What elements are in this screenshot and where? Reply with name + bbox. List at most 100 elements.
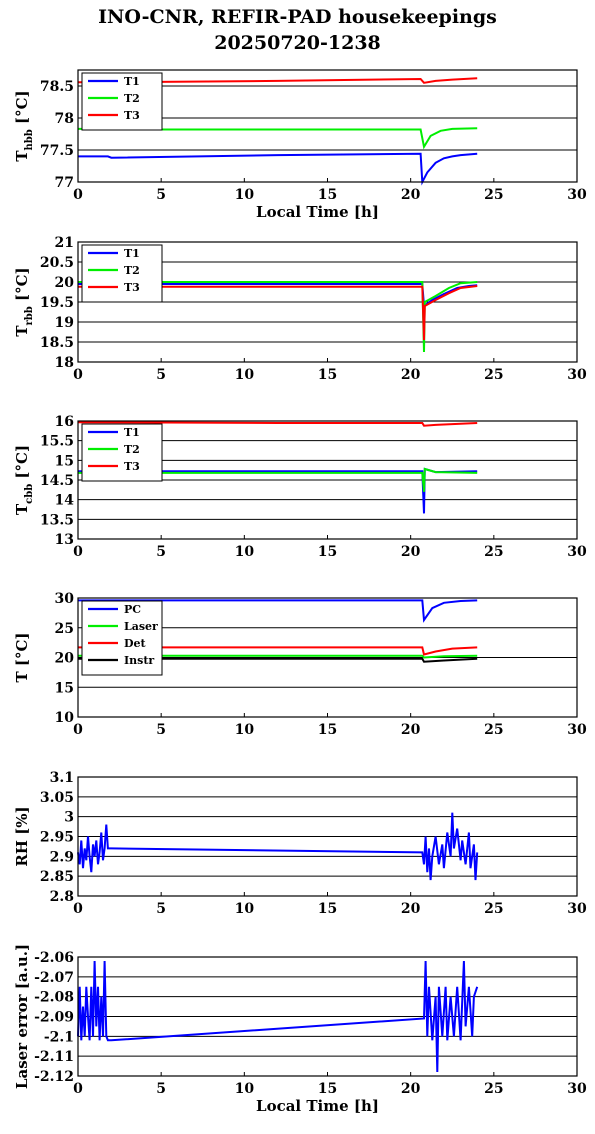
legend-label: T3 [124, 460, 140, 473]
x-tick-label: 20 [401, 544, 421, 560]
x-tick-label: 15 [318, 901, 337, 917]
y-tick-label: -2.12 [34, 1069, 74, 1085]
y-tick-label: 25 [55, 621, 74, 637]
x-tick-label: 20 [401, 187, 421, 203]
y-tick-label: -2.1 [44, 1029, 74, 1045]
legend-box [81, 72, 163, 131]
y-tick-label: 19.5 [40, 295, 74, 311]
x-tick-label: 5 [156, 722, 166, 738]
y-axis-label: T [°C] [13, 632, 31, 682]
series-laser [78, 654, 478, 659]
series-det [78, 646, 478, 656]
y-tick-label: 20 [55, 651, 75, 667]
x-tick-label: 0 [73, 544, 83, 560]
x-tick-label: 30 [567, 722, 587, 738]
series-t2 [78, 281, 478, 353]
legend-label: T3 [124, 281, 140, 294]
panel-4: 10 15 20 25 30 0 5 10 15 20 25 30 PC Laser Det Instr T [… [13, 591, 587, 738]
series-line-1 [77, 812, 479, 881]
x-tick-label: 10 [235, 367, 255, 383]
legend-label: Laser [124, 620, 158, 633]
y-tick-label: 2.9 [50, 849, 74, 865]
panel-6: -2.12 -2.11 -2.1 -2.09 -2.08 -2.07 -2.06 0 5 10 15… [13, 944, 587, 1115]
y-tick-label: 10 [55, 710, 75, 726]
legend-label: T1 [124, 75, 140, 88]
x-tick-label: 15 [318, 187, 337, 203]
y-tick-label: 77.5 [40, 143, 74, 159]
y-axis-label: Thbb [°C] [13, 90, 35, 161]
y-tick-label: 16 [55, 414, 74, 430]
legend-label: Det [124, 637, 147, 650]
x-tick-label: 25 [484, 722, 503, 738]
x-tick-label: 20 [401, 367, 421, 383]
plot-frame [77, 241, 578, 363]
series-t2 [78, 127, 478, 150]
series-t3 [77, 421, 478, 427]
y-tick-label: 14.5 [40, 473, 74, 489]
plot-frame [77, 597, 578, 718]
y-tick-label: 77 [55, 175, 74, 191]
x-tick-label: 25 [484, 901, 503, 917]
legend-label: T3 [124, 109, 140, 122]
legend-label: PC [124, 603, 141, 616]
plot-frame [77, 420, 578, 540]
x-axis-label: Local Time [h] [256, 1097, 379, 1115]
legend-label: T1 [124, 426, 140, 439]
x-tick-label: 15 [318, 544, 337, 560]
x-tick-label: 25 [484, 1081, 503, 1097]
y-tick-label: 15 [55, 680, 74, 696]
x-tick-label: 15 [318, 367, 337, 383]
chart-title: INO-CNR, REFIR-PAD housekeepings [98, 6, 497, 28]
x-tick-label: 30 [567, 544, 587, 560]
x-tick-label: 10 [235, 722, 255, 738]
x-tick-label: 25 [484, 187, 503, 203]
x-tick-label: 5 [156, 544, 166, 560]
series-pc [78, 599, 478, 623]
x-tick-label: 5 [156, 901, 166, 917]
legend-label: T2 [124, 443, 140, 456]
y-tick-label: 20 [55, 275, 75, 291]
y-tick-label: 13.5 [40, 512, 74, 528]
y-axis-label: RH [%] [13, 806, 31, 866]
series-t3 [78, 285, 478, 341]
chart-subtitle: 20250720-1238 [214, 32, 381, 54]
y-axis-label: Tcbb [°C] [13, 445, 35, 515]
x-tick-label: 25 [484, 544, 503, 560]
series-instr [78, 657, 478, 663]
panel-3: 13 13.5 14 14.5 15 15.5 16 0 5 10 15 20 25 30 T1 T2 T3 Tc… [13, 414, 587, 560]
panel-5: 2.8 2.85 2.9 2.95 3 3.05 3.1 0 5 10 15 20 25 30 RH [%] [13, 770, 587, 917]
y-tick-label: 21 [55, 235, 74, 251]
x-tick-label: 20 [401, 901, 421, 917]
legend-label: T2 [124, 264, 140, 277]
y-tick-label: -2.07 [34, 970, 74, 986]
y-tick-label: -2.11 [34, 1049, 74, 1065]
x-tick-label: 30 [567, 901, 587, 917]
x-tick-label: 0 [73, 187, 83, 203]
y-tick-label: -2.08 [34, 990, 74, 1006]
plot-frame [77, 956, 578, 1077]
legend-label: T1 [124, 247, 140, 260]
legend-label: Instr [124, 654, 154, 667]
legend-box [81, 423, 163, 482]
legend-label: T2 [124, 92, 140, 105]
x-tick-label: 30 [567, 367, 587, 383]
x-axis-label: Local Time [h] [256, 203, 379, 221]
x-tick-label: 20 [401, 722, 421, 738]
y-tick-label: -2.09 [34, 1010, 74, 1026]
x-tick-label: 10 [235, 187, 255, 203]
y-tick-label: 30 [55, 591, 75, 607]
y-tick-label: 78 [55, 111, 74, 127]
y-tick-label: 18 [55, 355, 74, 371]
panel-2: 18 18.5 19 19.5 20 20.5 21 0 5 10 15 20 25 30 T1 T2 T3 Tr… [13, 235, 587, 383]
y-tick-label: 15.5 [40, 434, 74, 450]
x-tick-label: 10 [235, 1081, 255, 1097]
y-tick-label: 19 [55, 315, 74, 331]
y-tick-label: 78.5 [40, 79, 74, 95]
legend-box [81, 244, 163, 303]
series-line-1 [77, 960, 479, 1073]
y-tick-label: 15 [55, 453, 74, 469]
y-tick-label: -2.06 [34, 950, 74, 966]
series-t2 [78, 467, 478, 492]
x-tick-label: 5 [156, 1081, 166, 1097]
